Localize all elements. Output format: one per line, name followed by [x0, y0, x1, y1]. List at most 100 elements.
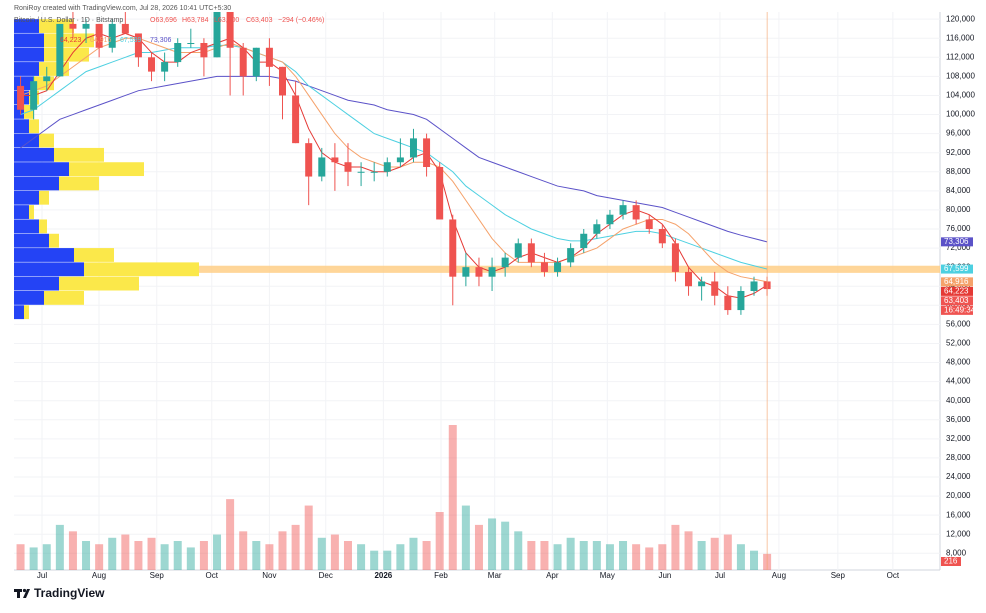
volume-bar	[592, 541, 601, 570]
x-tick-label: Sep	[150, 571, 165, 580]
x-tick-label: Jul	[37, 571, 47, 580]
volume-bar	[697, 541, 706, 570]
profile-up	[14, 162, 69, 177]
x-tick-label: Jul	[715, 571, 725, 580]
volume-bar	[278, 531, 287, 570]
profile-up	[14, 205, 29, 219]
candle-body	[462, 267, 470, 277]
y-tick-label: 24,000	[946, 472, 971, 481]
candle-body	[737, 291, 745, 311]
profile-up	[14, 190, 39, 205]
volume-bar	[750, 550, 759, 570]
x-tick-label: Apr	[546, 571, 559, 580]
profile-down	[59, 276, 139, 291]
volume-bar	[527, 541, 536, 570]
candle-body	[134, 33, 142, 58]
x-tick-label: Oct	[887, 571, 900, 580]
volume-bar	[605, 544, 614, 570]
volume-bar	[370, 550, 379, 570]
y-tick-label: 96,000	[946, 129, 971, 138]
ma-legend-value: 73,306	[150, 37, 172, 44]
candle-body	[724, 295, 732, 311]
y-tick-label: 88,000	[946, 167, 971, 176]
volume-bar	[304, 505, 313, 570]
profile-down	[44, 47, 89, 62]
candle-body	[658, 229, 666, 244]
candle-body	[252, 47, 260, 77]
candle-body	[357, 171, 365, 173]
x-tick-label: Dec	[319, 571, 333, 580]
candle-body	[292, 95, 300, 144]
candle-body	[148, 57, 156, 72]
volume-bar	[461, 505, 470, 570]
profile-down	[59, 176, 99, 191]
y-tick-label: 116,000	[946, 33, 975, 42]
candle-body	[606, 214, 614, 225]
volume-bar	[357, 544, 366, 570]
volume-bar	[736, 544, 745, 570]
candle-body	[30, 81, 38, 110]
y-tick-label: 40,000	[946, 396, 971, 405]
candle-body	[711, 281, 719, 296]
profile-up	[14, 262, 84, 277]
volume-bar	[121, 534, 130, 570]
candle-body	[226, 12, 234, 48]
candle-body	[121, 23, 129, 34]
y-tick-label: 20,000	[946, 491, 971, 500]
candle-body	[305, 143, 313, 177]
price-tag-label: 67,599	[944, 264, 969, 273]
y-tick-label: 92,000	[946, 148, 971, 157]
volume-bar	[579, 541, 588, 570]
y-tick-label: 76,000	[946, 224, 971, 233]
volume-bar	[108, 537, 117, 570]
volume-bar	[632, 544, 641, 570]
profile-down	[69, 162, 144, 177]
y-tick-label: 48,000	[946, 358, 971, 367]
volume-bar	[619, 541, 628, 570]
candle-body	[69, 23, 77, 29]
price-tag-label: 64,223	[944, 286, 969, 295]
price-tag	[941, 296, 973, 306]
candle-body	[698, 281, 706, 287]
x-tick-label: Sep	[831, 571, 846, 580]
profile-up	[14, 219, 39, 234]
candle-body	[449, 219, 457, 277]
countdown-tag	[941, 305, 973, 315]
y-tick-label: 80,000	[946, 205, 971, 214]
price-tag	[941, 277, 973, 287]
y-tick-label: 104,000	[946, 91, 975, 100]
candle-body	[161, 62, 169, 72]
volume-bar	[317, 537, 326, 570]
x-tick-label: May	[600, 571, 615, 580]
volume-bar	[42, 544, 51, 570]
candle-body	[17, 85, 25, 110]
ma-legend-value: 67,599	[120, 37, 142, 44]
candle-body	[344, 162, 352, 172]
y-tick-label: 44,000	[946, 377, 971, 386]
volume-bar	[422, 541, 431, 570]
candle-body	[95, 23, 103, 48]
x-tick-label: Feb	[434, 571, 448, 580]
volume-bar	[566, 537, 575, 570]
volume-bar	[16, 544, 25, 570]
countdown: 16:49:34	[944, 305, 976, 314]
volume-bar	[239, 531, 248, 570]
candle-body	[239, 47, 247, 77]
volume-tag	[941, 557, 961, 566]
candle-body	[423, 138, 431, 167]
profile-up	[14, 133, 39, 148]
ohlc-label: −294 (−0.46%)	[278, 17, 324, 24]
candle-body	[409, 138, 417, 158]
volume-bar	[645, 547, 654, 570]
candle-body	[200, 43, 208, 58]
profile-down	[74, 248, 114, 262]
candle-body	[488, 267, 496, 277]
volume-bar	[343, 541, 352, 570]
x-tick-label: Jun	[658, 571, 671, 580]
volume-bar	[671, 524, 680, 570]
candle-body	[514, 243, 522, 258]
price-tag	[941, 286, 973, 296]
profile-up	[14, 119, 29, 134]
volume-bar	[213, 534, 222, 570]
candle-body	[108, 23, 116, 48]
